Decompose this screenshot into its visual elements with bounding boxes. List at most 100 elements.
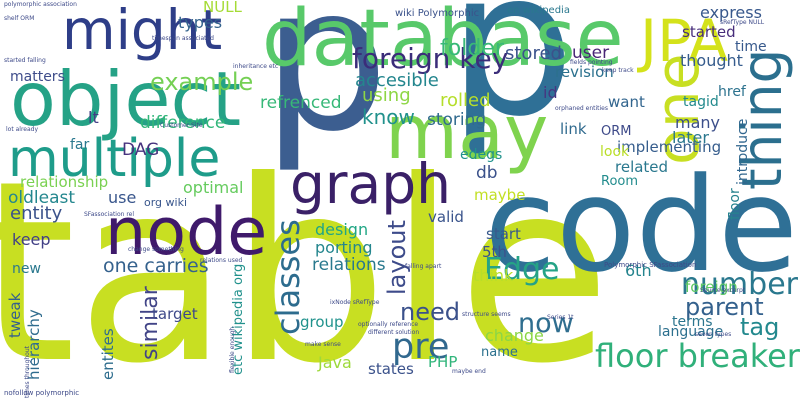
- word-language-68: language: [658, 324, 724, 340]
- word-object-5: object: [10, 55, 242, 143]
- word-introduce-94: introduce: [735, 118, 751, 185]
- word-change-66: change: [485, 326, 544, 345]
- word-new-51: new: [12, 261, 41, 277]
- word-entites-60: entites: [99, 328, 117, 380]
- word-optionally-reference-108: optionally reference: [358, 321, 419, 328]
- word-sfassociation-rel-104: SFassociation rel: [84, 211, 135, 218]
- word-one-carries-52: one carries: [103, 255, 209, 277]
- word-pre-18: pre: [392, 327, 450, 367]
- word-code-2: code: [484, 149, 798, 301]
- word-ixnode-sreftype-124: ixNode sRefType: [330, 299, 380, 306]
- word-need-23: need: [400, 298, 460, 326]
- word-en-wikipedia-97: en wikipedia: [507, 5, 570, 16]
- word-lot-already-103: lot already: [6, 126, 39, 133]
- word-java-62: Java: [318, 353, 352, 372]
- word-porting-54: porting: [315, 238, 373, 257]
- word-shelf-orm-121: shelf ORM: [4, 15, 35, 22]
- word-maybe-end-110: maybe end: [452, 368, 486, 375]
- word-jpa-11: JPA: [640, 7, 729, 75]
- word-node-6: node: [105, 195, 268, 270]
- word-dag-42: DAG: [122, 140, 160, 160]
- word-tag-22: tag: [740, 313, 780, 341]
- word-orm-83: ORM: [601, 124, 632, 139]
- word-wiki-polymorphic-96: wiki Polymorphic: [395, 8, 480, 19]
- word-change-something-101: change something: [128, 246, 184, 253]
- word-using-38: using: [362, 85, 411, 106]
- word-edegs-78: edegs: [460, 147, 503, 163]
- word-rolled-39: rolled: [440, 90, 491, 111]
- word-sreftype-null-125: sRefType NULL: [720, 19, 765, 26]
- word-5th-71: 5th: [482, 243, 507, 261]
- word-number-20: number: [680, 267, 798, 302]
- word-example-26: example: [150, 68, 254, 96]
- word-folder-27: folder: [440, 36, 504, 61]
- word-seven-types-113: seven types: [695, 331, 732, 338]
- word-falling-apart-111: falling apart: [405, 263, 442, 270]
- word-floor-95: floor: [727, 188, 743, 220]
- word-source-excerpt-112: Source excerpt: [700, 287, 746, 294]
- word-fields-pointing-115: fields pointing: [570, 59, 613, 66]
- word-terms-67: terms: [672, 314, 713, 330]
- word-relations-used-117: relations used: [200, 257, 243, 264]
- word-user-30: user: [572, 43, 610, 63]
- word-series-1t-120: Series 1t: [547, 314, 574, 321]
- word-org-wiki-49: org wiki: [144, 196, 188, 209]
- word-maybe-75: maybe: [474, 186, 526, 204]
- word-inheritance-etc-116: inheritance etc: [233, 63, 279, 70]
- word-relationship-44: relationship: [20, 173, 109, 191]
- word-make-sense-107: make sense: [305, 341, 341, 348]
- word-id-84: id: [543, 83, 558, 102]
- word-p-3: p: [448, 0, 575, 161]
- word-edge-17: Edge: [484, 252, 560, 287]
- word-multiple-7: multiple: [8, 129, 221, 189]
- word-database-4: database: [262, 0, 624, 84]
- word-table-0: table: [0, 127, 612, 400]
- word-parent-21: parent: [685, 293, 764, 321]
- word-design-53: design: [315, 220, 369, 239]
- word-nofollow-polymorphic-105: nofollow polymorphic: [4, 389, 80, 397]
- word-states-63: states: [368, 360, 414, 378]
- word-thought-89: thought: [680, 51, 743, 70]
- word-difference-43: difference: [140, 113, 226, 133]
- word-valid-74: valid: [428, 208, 464, 226]
- word-look-81: look: [600, 144, 630, 160]
- word-may-10: may: [385, 88, 549, 176]
- word-tweak-59: tweak: [6, 292, 24, 338]
- word-started-33: started: [682, 23, 736, 41]
- word-optimal-45: optimal: [183, 178, 244, 197]
- word-matters-36: matters: [10, 69, 65, 85]
- word-link-82: link: [560, 120, 587, 138]
- word-target-57: target: [152, 305, 198, 323]
- word-different-solution-109: different solution: [368, 329, 420, 336]
- word-later-88: later: [672, 128, 709, 147]
- word-now-19: now: [518, 308, 574, 339]
- word-know-40: know: [362, 105, 415, 129]
- word-foreign-69: foreign: [685, 278, 738, 296]
- word-foreign-key-15: foreign key: [352, 42, 509, 75]
- word-refrenced-37: refrenced: [260, 93, 342, 113]
- word-similar-25: similar: [138, 286, 163, 360]
- word-think-73: think: [473, 266, 514, 285]
- word-db-77: db: [476, 163, 498, 183]
- word-implementing-80: implementing: [617, 138, 722, 156]
- word-revision-32: revision: [555, 63, 614, 81]
- word-room-76: Room: [601, 174, 639, 189]
- word-graph-9: graph: [290, 152, 451, 216]
- word-orphaned-entities-118: orphaned entities: [555, 105, 608, 112]
- word-want-90: want: [608, 93, 645, 111]
- word-far-86: far: [70, 137, 90, 153]
- word-related-79: related: [615, 158, 669, 176]
- word-p-1: p: [262, 0, 389, 176]
- word-storing-41: storing: [427, 110, 487, 130]
- word-started-falling-102: started falling: [4, 57, 46, 64]
- word-relations-55: relations: [312, 255, 386, 275]
- word-accesible-28: accesible: [355, 70, 439, 91]
- word-keep-50: keep: [12, 230, 51, 249]
- word-customer-site-100: Customer Site: [160, 122, 203, 129]
- word-floor-breaker-14: floor breaker: [595, 337, 800, 375]
- word-keep-track-114: keep track: [602, 67, 634, 74]
- word-times-throughout-106: times throughout: [24, 346, 31, 398]
- word-timespan-associated-122: timespan associated: [152, 35, 214, 42]
- word-polymorphic-association-99: polymorphic association: [4, 1, 77, 8]
- word-group-56: group: [300, 313, 344, 331]
